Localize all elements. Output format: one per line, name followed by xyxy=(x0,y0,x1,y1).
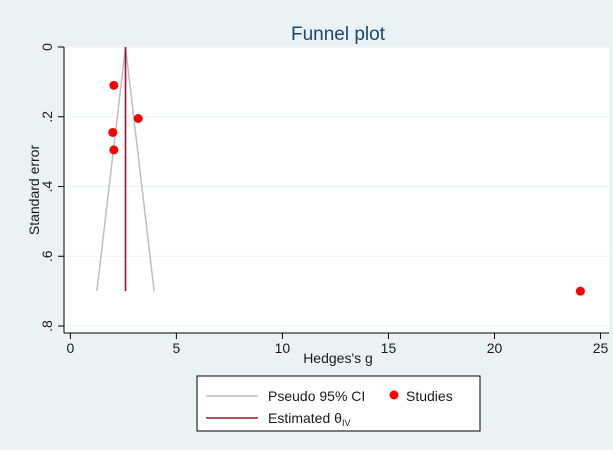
study-point-4 xyxy=(575,286,585,296)
chart-title: Funnel plot xyxy=(291,24,386,45)
y-tick-label-3: .6 xyxy=(39,250,55,262)
x-tick-label-5: 25 xyxy=(593,340,609,356)
study-point-2 xyxy=(108,127,118,137)
legend-box xyxy=(196,375,481,432)
legend-estimate-label: Estimated θIV xyxy=(268,410,350,428)
x-tick-label-2: 10 xyxy=(275,340,291,356)
legend-estimate-subscript: IV xyxy=(342,418,351,428)
x-tick-label-3: 15 xyxy=(381,340,397,356)
pseudo-ci-right-line xyxy=(124,46,155,292)
study-point-3 xyxy=(109,145,119,155)
y-axis-title: Standard error xyxy=(26,145,42,236)
grid-layer xyxy=(64,46,609,327)
legend-studies-label: Studies xyxy=(406,388,453,404)
plot-area xyxy=(64,47,609,333)
pseudo-ci-left-line xyxy=(96,46,127,292)
study-point-0 xyxy=(109,80,119,90)
pseudo-ci-layer xyxy=(96,46,155,292)
study-points-layer xyxy=(108,80,585,296)
x-axis: 0 5 10 15 20 25 xyxy=(64,332,609,356)
x-axis-title: Hedges's g xyxy=(303,350,373,366)
y-axis: 0 .2 .4 .6 .8 xyxy=(39,43,65,333)
study-point-1 xyxy=(133,114,143,123)
legend-studies-swatch xyxy=(389,390,399,400)
legend-pseudo-ci-label: Pseudo 95% CI xyxy=(268,388,365,404)
y-tick-label-0: 0 xyxy=(39,43,55,51)
x-tick-label-1: 5 xyxy=(172,340,180,356)
legend: Pseudo 95% CI Studies Estimated θIV xyxy=(196,375,481,432)
y-tick-label-4: .8 xyxy=(39,320,55,332)
x-tick-label-4: 20 xyxy=(487,340,503,356)
y-tick-label-2: .4 xyxy=(39,180,55,192)
legend-estimate-text: Estimated θ xyxy=(268,410,342,426)
x-tick-label-0: 0 xyxy=(66,340,74,356)
y-tick-label-1: .2 xyxy=(39,111,55,123)
